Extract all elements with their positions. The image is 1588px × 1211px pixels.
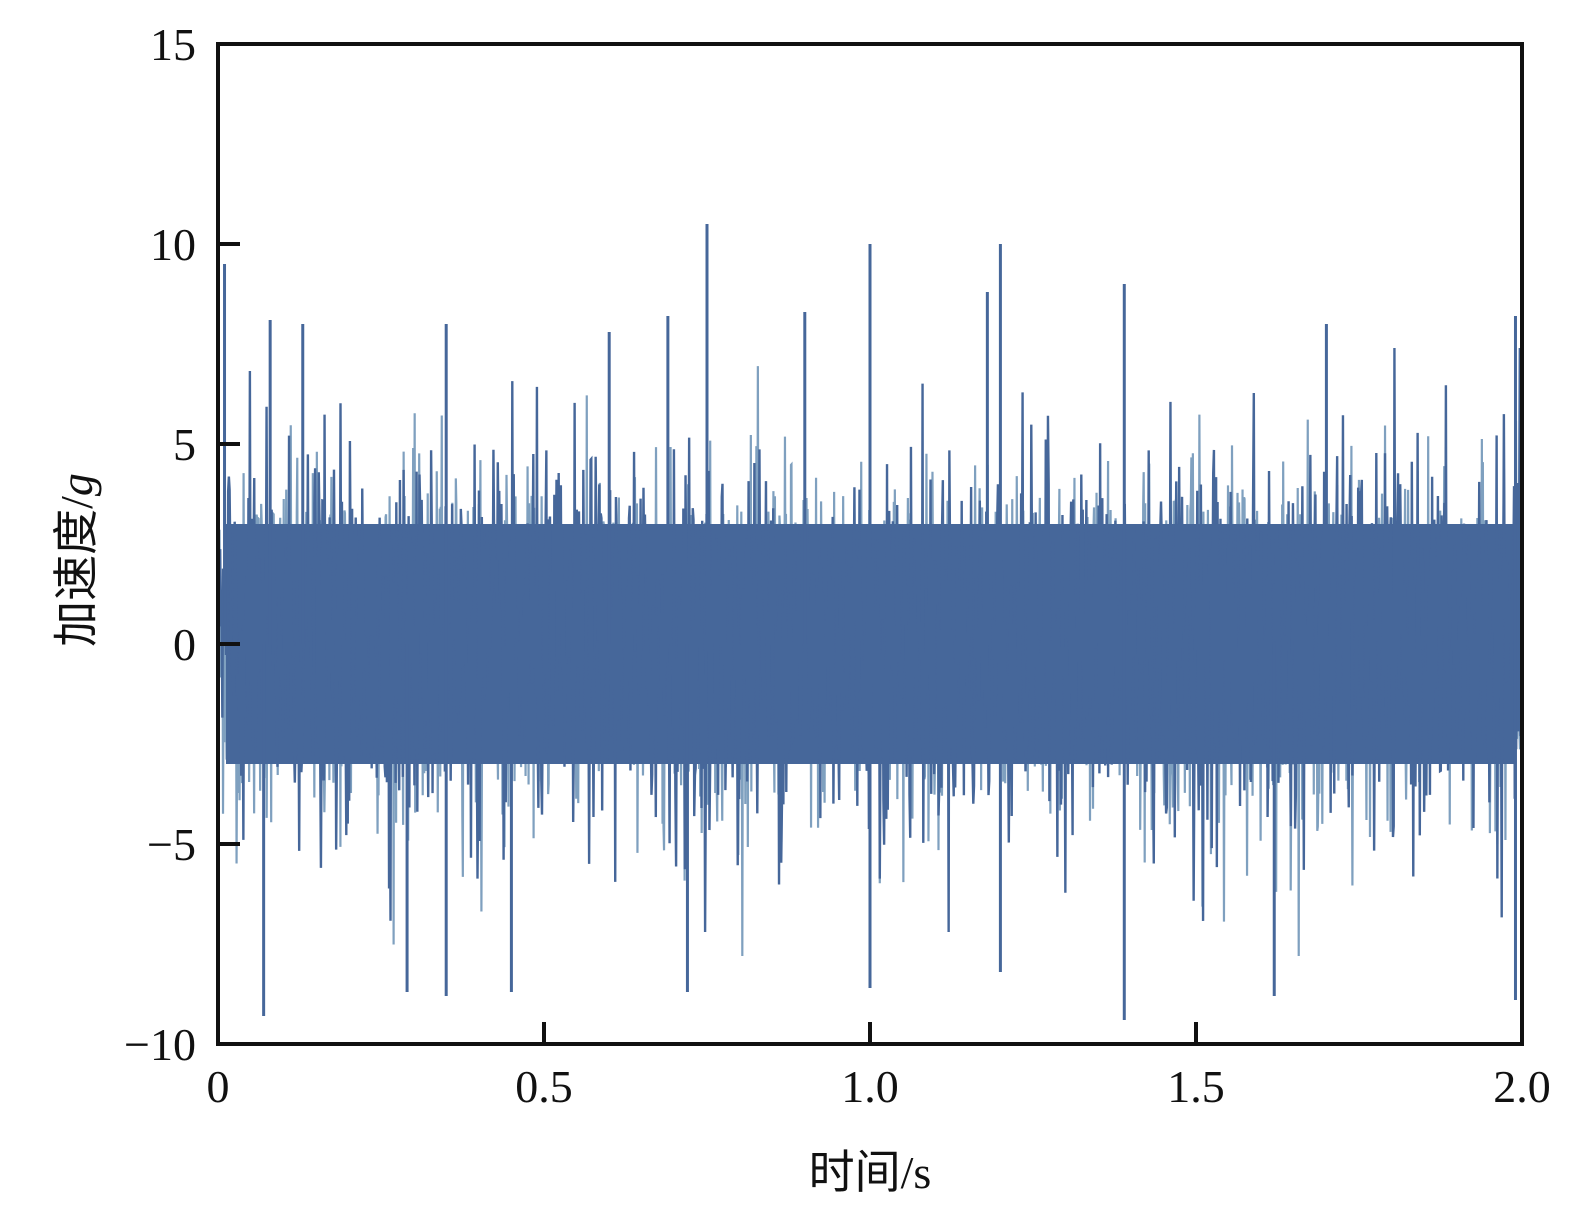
x-axis-title: 时间/s <box>809 1147 932 1198</box>
y-tick-label: 0 <box>173 619 196 670</box>
y-axis: 15 10 5 0 −5 −10 <box>124 19 240 1070</box>
x-tick-label: 2.0 <box>1493 1061 1551 1112</box>
x-tick-label: 0.5 <box>515 1061 573 1112</box>
y-tick-label: −10 <box>124 1019 196 1070</box>
plot-area <box>218 224 1522 1020</box>
y-tick-label: −5 <box>147 819 196 870</box>
x-tick-label: 1.5 <box>1167 1061 1225 1112</box>
acceleration-signal-series <box>218 224 1522 1020</box>
x-tick-label: 1.0 <box>841 1061 899 1112</box>
y-tick-label: 10 <box>150 219 196 270</box>
y-axis-title-prefix: 加速度/ <box>51 496 102 647</box>
x-tick-label: 0 <box>207 1061 230 1112</box>
y-axis-title-unit: g <box>51 473 102 496</box>
x-axis: 0 0.5 1.0 1.5 2.0 <box>207 1022 1551 1112</box>
y-tick-label: 15 <box>150 19 196 70</box>
y-axis-title: 加速度/g <box>51 473 102 647</box>
y-tick-label: 5 <box>173 419 196 470</box>
